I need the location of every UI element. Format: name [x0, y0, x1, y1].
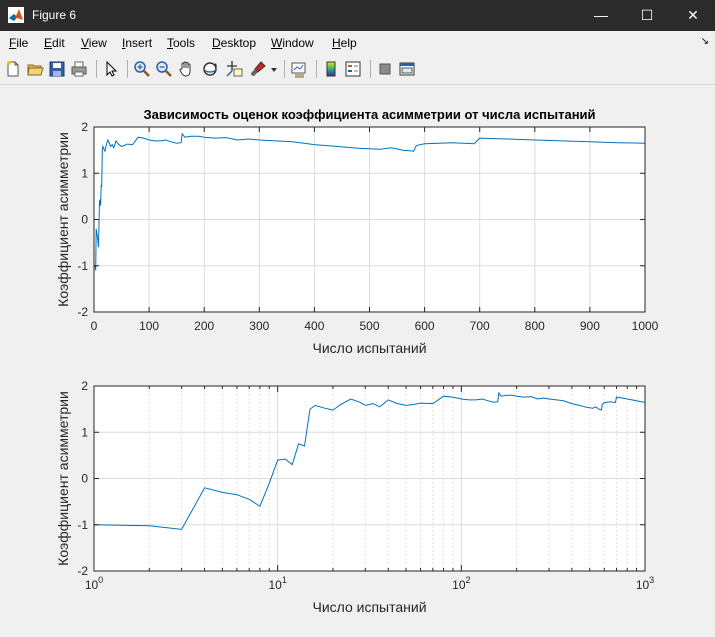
toolbar-separator [370, 60, 371, 78]
menu-tools[interactable]: Tools [167, 36, 196, 50]
menu-bar: File Edit View Insert Tools Desktop Wind… [0, 31, 715, 55]
x-tick-label: 103 [636, 575, 654, 592]
window-title: Figure 6 [32, 8, 77, 22]
x-axis-label: Число испытаний [312, 599, 426, 615]
brush-icon[interactable] [249, 60, 267, 78]
rotate-3d-icon[interactable] [201, 60, 219, 78]
x-tick-label: 1000 [632, 319, 659, 333]
dock-figure-icon[interactable]: ↘ [700, 36, 709, 47]
toolbar-separator [316, 60, 317, 78]
link-plot-icon[interactable] [290, 60, 308, 78]
zoom-out-icon[interactable] [155, 60, 173, 78]
menu-window[interactable]: Window [271, 36, 314, 50]
brush-dropdown-icon[interactable] [269, 60, 279, 78]
menu-desktop[interactable]: Desktop [212, 36, 257, 50]
hide-plot-tools-icon[interactable] [376, 60, 394, 78]
y-tick-label: 1 [81, 425, 88, 439]
maximize-button[interactable]: ☐ [640, 7, 654, 23]
x-tick-label: 101 [268, 575, 286, 592]
data-cursor-icon[interactable] [225, 60, 243, 78]
open-file-icon[interactable] [26, 60, 44, 78]
y-axis-label: Коэффициент асимметрии [55, 391, 71, 566]
x-tick-label: 700 [470, 319, 490, 333]
toolbar-separator [284, 60, 285, 78]
pan-hand-icon[interactable] [177, 60, 195, 78]
print-icon[interactable] [70, 60, 88, 78]
y-tick-label: -1 [77, 259, 88, 273]
y-tick-label: -1 [77, 518, 88, 532]
minimize-button[interactable]: — [594, 7, 608, 23]
x-tick-label: 100 [85, 575, 103, 592]
toolbar-separator [127, 60, 128, 78]
figure-toolbar [0, 55, 715, 85]
x-tick-label: 500 [359, 319, 379, 333]
y-tick-label: -2 [77, 305, 88, 319]
figure-canvas: -2 -1 0 1 2 0 100 200 300 400 500 600 700 800 900 1000 З… [0, 85, 715, 632]
x-tick-label: 200 [194, 319, 214, 333]
title-bar: Figure 6 — ☐ ✕ [0, 0, 715, 31]
menu-insert[interactable]: Insert [122, 36, 153, 50]
zoom-in-icon[interactable] [133, 60, 151, 78]
y-axis-label: Коэффициент асимметрии [55, 132, 71, 307]
menu-file[interactable]: File [9, 36, 29, 50]
y-tick-label: 2 [81, 120, 88, 134]
x-tick-label: 800 [525, 319, 545, 333]
y-tick-label: 1 [81, 166, 88, 180]
x-tick-label: 0 [91, 319, 98, 333]
x-tick-label: 300 [249, 319, 269, 333]
show-plot-tools-icon[interactable] [398, 60, 416, 78]
new-figure-icon[interactable] [4, 60, 22, 78]
edit-plot-arrow-icon[interactable] [102, 60, 120, 78]
y-tick-label: 2 [81, 379, 88, 393]
menu-edit[interactable]: Edit [44, 36, 65, 50]
y-tick-label: 0 [81, 213, 88, 227]
data-series-line [94, 132, 646, 271]
x-axis-label: Число испытаний [312, 340, 426, 356]
legend-icon[interactable] [344, 60, 362, 78]
menu-help[interactable]: Help [332, 36, 357, 50]
chart-title: Зависимость оценок коэффициента асимметр… [143, 107, 595, 122]
menu-view[interactable]: View [81, 36, 107, 50]
x-tick-label: 102 [452, 575, 470, 592]
y-tick-label: -2 [77, 564, 88, 578]
x-tick-label: 600 [415, 319, 435, 333]
close-button[interactable]: ✕ [687, 7, 699, 23]
axes-2: -2 -1 0 1 2 100 101 102 103 Число испытаний Коэффи… [55, 379, 654, 615]
toolbar-separator [96, 60, 97, 78]
y-tick-label: 0 [81, 472, 88, 486]
save-icon[interactable] [48, 60, 66, 78]
x-tick-label: 400 [304, 319, 324, 333]
matlab-logo-icon [8, 7, 24, 23]
data-series-line [93, 391, 646, 530]
colorbar-icon[interactable] [322, 60, 340, 78]
x-tick-label: 900 [580, 319, 600, 333]
x-tick-label: 100 [139, 319, 159, 333]
axes-1: -2 -1 0 1 2 0 100 200 300 400 500 600 700 800 900 1000 З… [55, 107, 659, 356]
